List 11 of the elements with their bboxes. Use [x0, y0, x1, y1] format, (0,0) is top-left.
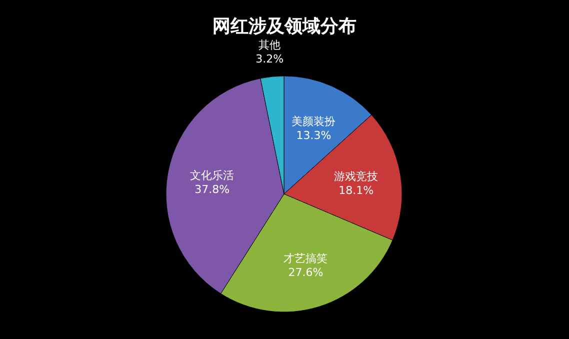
- data-label: 37.8%: [194, 182, 230, 196]
- chart-title: 网红涉及领域分布: [212, 16, 356, 37]
- slice-label: 文化乐活: [190, 168, 234, 182]
- data-label: 13.3%: [296, 129, 332, 142]
- data-label: 3.2%: [256, 52, 284, 66]
- slice-label: 其他: [258, 38, 281, 52]
- slice-label: 美颜装扮: [292, 115, 336, 128]
- slice-label: 游戏竞技: [334, 170, 378, 183]
- data-label: 18.1%: [338, 184, 374, 197]
- slice-label: 才艺搞笑: [284, 252, 328, 265]
- data-label: 27.6%: [288, 266, 324, 279]
